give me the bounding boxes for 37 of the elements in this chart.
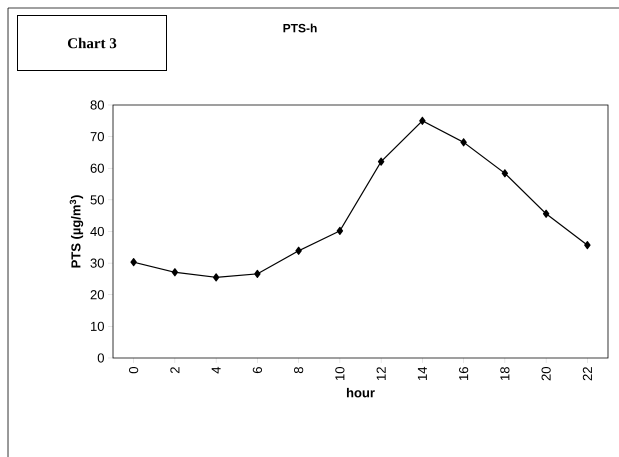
point xyxy=(212,273,220,282)
point xyxy=(130,258,137,266)
x-tick-label: 22 xyxy=(582,367,592,380)
x-tick-label: 6 xyxy=(252,367,262,374)
y-tick-label: 30 xyxy=(90,258,104,268)
y-tick-label: 70 xyxy=(90,132,104,142)
point xyxy=(172,268,178,276)
y-tick-label: 10 xyxy=(91,322,104,331)
y-tick-label: 50 xyxy=(90,195,104,204)
point xyxy=(542,210,550,218)
x-tick-label: 10 xyxy=(335,367,344,380)
caption: Chart 3 xyxy=(68,38,116,48)
x-axis-title: hour xyxy=(346,388,375,398)
x-tick-label: 4 xyxy=(212,366,221,374)
x-tick-label: 14 xyxy=(418,366,427,380)
point xyxy=(584,240,591,250)
y-tick-label: 80 xyxy=(90,100,104,110)
y-tick-label: 60 xyxy=(90,164,104,173)
x-tick-label: 16 xyxy=(459,367,468,380)
point xyxy=(502,169,508,178)
chart-title: PTS-h xyxy=(283,24,317,32)
x-tick-label: 20 xyxy=(542,367,551,380)
x-tick-label: 0 xyxy=(129,367,138,374)
y-axis-title: PTS (µg/m$^{3}$) xyxy=(70,195,84,268)
point xyxy=(460,138,467,146)
x-tick-label: 8 xyxy=(294,367,304,374)
point xyxy=(336,226,344,235)
x-tick-label: 2 xyxy=(170,367,180,374)
point xyxy=(378,158,384,166)
point xyxy=(254,270,261,278)
y-tick-label: 40 xyxy=(90,226,104,236)
point xyxy=(419,116,426,125)
y-tick-label: 0 xyxy=(98,353,104,363)
y-tick-label: 20 xyxy=(90,290,104,300)
x-tick-label: 12 xyxy=(376,367,386,380)
x-tick-label: 18 xyxy=(500,367,510,380)
point xyxy=(295,246,302,255)
